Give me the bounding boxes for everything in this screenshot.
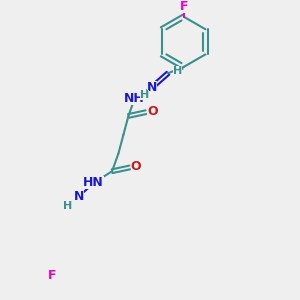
Text: N: N: [147, 80, 158, 94]
Text: O: O: [131, 160, 141, 173]
Text: N: N: [74, 190, 84, 203]
Text: F: F: [48, 269, 57, 282]
Text: NH: NH: [124, 92, 145, 105]
Text: H: H: [173, 66, 182, 76]
Text: H: H: [63, 201, 72, 212]
Text: O: O: [147, 105, 158, 118]
Text: HN: HN: [83, 176, 104, 189]
Text: H: H: [140, 90, 149, 100]
Text: F: F: [179, 0, 188, 13]
